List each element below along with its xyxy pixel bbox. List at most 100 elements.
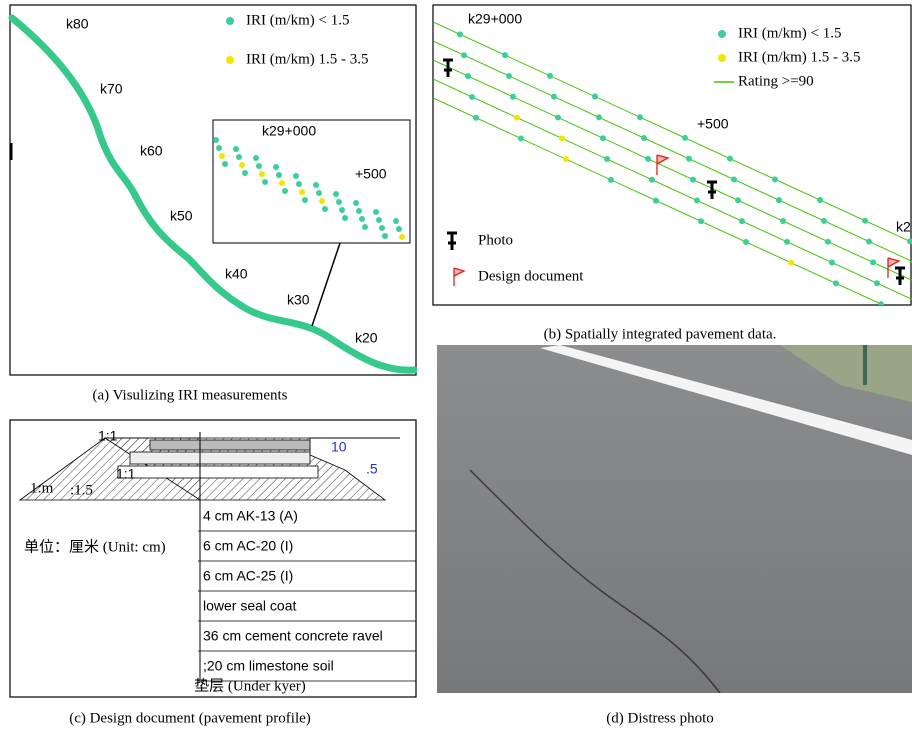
layer-label: 6 cm AC-20 (I) bbox=[203, 538, 293, 554]
measure-dot bbox=[788, 260, 794, 266]
inset-dot bbox=[239, 162, 245, 168]
measure-dot bbox=[727, 156, 733, 162]
inset-dot bbox=[242, 170, 248, 176]
measure-dot bbox=[780, 218, 786, 224]
measure-dot bbox=[510, 94, 516, 100]
legend-label: IRI (m/km) < 1.5 bbox=[246, 12, 349, 28]
inset-dot bbox=[399, 234, 405, 240]
inset-dot bbox=[273, 164, 279, 170]
measure-dot bbox=[776, 197, 782, 203]
inset-dot bbox=[282, 188, 288, 194]
legend-label: IRI (m/km) 1.5 - 3.5 bbox=[738, 49, 860, 65]
base-layer bbox=[130, 452, 310, 464]
measure-dot bbox=[907, 238, 912, 244]
inset-dot bbox=[236, 154, 242, 160]
inset-dot bbox=[339, 207, 345, 213]
km-label: k20 bbox=[355, 330, 378, 346]
road-line bbox=[433, 98, 912, 318]
inset-dot bbox=[353, 200, 359, 206]
measure-dot bbox=[833, 280, 839, 286]
inset-dot bbox=[382, 233, 388, 239]
inset-dot bbox=[216, 145, 222, 151]
measure-dot bbox=[457, 31, 463, 37]
inset-dot bbox=[276, 172, 282, 178]
measure-dot bbox=[649, 177, 655, 183]
measure-dot bbox=[506, 73, 512, 79]
km-label: k70 bbox=[100, 81, 123, 97]
station-label: +500 bbox=[697, 116, 729, 132]
slope-label: 1:1 bbox=[98, 428, 118, 444]
caption: (c) Design document (pavement profile) bbox=[69, 710, 311, 726]
measure-dot bbox=[870, 259, 876, 265]
measure-dot bbox=[600, 135, 606, 141]
legend-dot bbox=[718, 30, 726, 38]
inset-dot bbox=[253, 155, 259, 161]
layer-table: 4 cm AK-13 (A) 6 cm AC-20 (I) 6 cm AC-25 (… bbox=[198, 508, 416, 681]
measure-dot bbox=[608, 177, 614, 183]
measure-dot bbox=[637, 114, 643, 120]
measure-dot bbox=[592, 94, 598, 100]
measure-dot bbox=[731, 176, 737, 182]
measure-dot bbox=[596, 114, 602, 120]
measure-dot bbox=[874, 280, 880, 286]
measure-dot bbox=[465, 73, 471, 79]
photo-icon bbox=[447, 233, 457, 250]
measure-dot bbox=[641, 135, 647, 141]
panel-b: IRI (m/km) < 1.5 IRI (m/km) 1.5 - 3.5 Ra… bbox=[433, 5, 912, 348]
inset-dot bbox=[342, 215, 348, 221]
inset-dot bbox=[359, 216, 365, 222]
inset-dot bbox=[262, 179, 268, 185]
layer-label: 36 cm cement concrete ravel bbox=[203, 628, 383, 644]
photo-pin bbox=[895, 268, 905, 285]
measure-dot bbox=[555, 115, 561, 121]
measure-dot bbox=[682, 135, 688, 141]
panel-c: 1:1 1:1 1:m :1.5 10 .5 单位：厘米 (Unit: cm) … bbox=[10, 420, 416, 726]
station-label: k2 bbox=[896, 219, 911, 235]
doc-flag bbox=[657, 155, 668, 175]
inset-dot bbox=[213, 137, 219, 143]
measure-dot bbox=[690, 177, 696, 183]
measure-dot bbox=[604, 156, 610, 162]
measure-dot bbox=[563, 156, 569, 162]
asphalt bbox=[437, 345, 912, 693]
inset-dot bbox=[379, 225, 385, 231]
measure-dot bbox=[772, 176, 778, 182]
slope-label: 1:1 bbox=[116, 466, 136, 482]
measure-dot bbox=[821, 218, 827, 224]
inset-dot bbox=[302, 197, 308, 203]
inset-dot bbox=[336, 199, 342, 205]
km-label: k50 bbox=[170, 208, 193, 224]
flag-icon bbox=[454, 268, 464, 286]
measure-dot bbox=[866, 239, 872, 245]
measure-dot bbox=[469, 94, 475, 100]
measure-dot bbox=[502, 52, 508, 58]
slope-label: 1:m bbox=[30, 480, 54, 496]
marker-legend: Photo bbox=[478, 232, 513, 248]
layer-label: 4 cm AK-13 (A) bbox=[203, 508, 298, 524]
inset-dot bbox=[279, 180, 285, 186]
layer-label: ;20 cm limestone soil bbox=[203, 658, 334, 674]
layer-label: lower seal coat bbox=[203, 598, 296, 614]
measure-dot bbox=[862, 218, 868, 224]
measure-dot bbox=[645, 156, 651, 162]
inset-dot bbox=[296, 181, 302, 187]
inset-dot bbox=[322, 206, 328, 212]
km-label: k60 bbox=[140, 143, 163, 159]
measure-dot bbox=[739, 218, 745, 224]
inset-dot bbox=[319, 198, 325, 204]
inset-dot bbox=[316, 190, 322, 196]
layer-label: 6 cm AC-25 (I) bbox=[203, 568, 293, 584]
measure-dot bbox=[735, 197, 741, 203]
inset-dot bbox=[362, 224, 368, 230]
measure-dot bbox=[817, 197, 823, 203]
legend-label: Rating >=90 bbox=[738, 73, 814, 89]
inset-dot bbox=[373, 209, 379, 215]
road-line bbox=[433, 41, 912, 261]
inset-dot bbox=[299, 189, 305, 195]
legend-dot bbox=[718, 54, 726, 62]
panel-d: (d) Distress photo bbox=[437, 345, 912, 726]
measure-dot bbox=[829, 260, 835, 266]
measure-dot bbox=[461, 52, 467, 58]
measure-dot bbox=[551, 94, 557, 100]
inset-dot bbox=[393, 218, 399, 224]
